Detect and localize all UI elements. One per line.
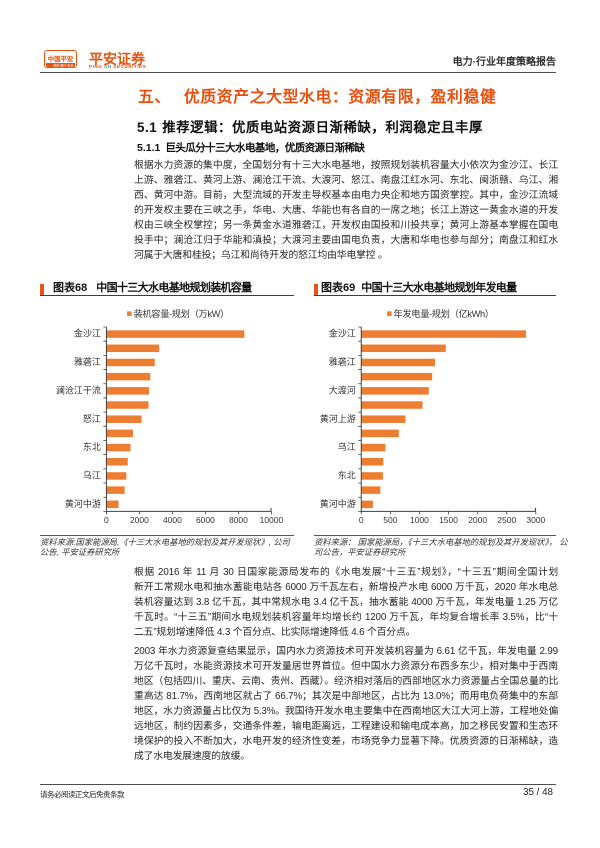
svg-text:黄河中游: 黄河中游 <box>320 498 356 509</box>
svg-text:2500: 2500 <box>497 515 516 525</box>
svg-text:2000: 2000 <box>468 515 487 525</box>
svg-text:6000: 6000 <box>196 515 215 525</box>
svg-text:4000: 4000 <box>163 515 182 525</box>
svg-text:金沙江: 金沙江 <box>74 328 101 339</box>
svg-text:东北: 东北 <box>83 441 101 452</box>
svg-text:2000: 2000 <box>130 515 149 525</box>
svg-text:金沙江: 金沙江 <box>329 328 356 339</box>
svg-text:8000: 8000 <box>229 515 248 525</box>
svg-text:1000: 1000 <box>410 515 429 525</box>
svg-text:1500: 1500 <box>439 515 458 525</box>
svg-text:雅砻江: 雅砻江 <box>329 356 356 367</box>
svg-text:0: 0 <box>104 515 109 525</box>
svg-text:10000: 10000 <box>260 515 284 525</box>
svg-text:雅砻江: 雅砻江 <box>74 356 101 367</box>
svg-text:澜沧江干流: 澜沧江干流 <box>56 384 101 395</box>
svg-text:乌江: 乌江 <box>83 470 101 481</box>
svg-text:3000: 3000 <box>526 515 545 525</box>
svg-text:装机容量-规划（万kW）: 装机容量-规划（万kW） <box>134 308 229 319</box>
svg-text:东北: 东北 <box>338 470 356 481</box>
svg-text:500: 500 <box>383 515 397 525</box>
svg-text:年发电量-规划（亿kWh）: 年发电量-规划（亿kWh） <box>394 308 494 319</box>
svg-text:乌江: 乌江 <box>338 441 356 452</box>
svg-text:大渡河: 大渡河 <box>329 384 356 395</box>
svg-text:怒江: 怒江 <box>83 413 101 424</box>
svg-text:黄河上游: 黄河上游 <box>320 413 356 424</box>
svg-text:黄河中游: 黄河中游 <box>65 498 101 509</box>
svg-text:0: 0 <box>359 515 364 525</box>
